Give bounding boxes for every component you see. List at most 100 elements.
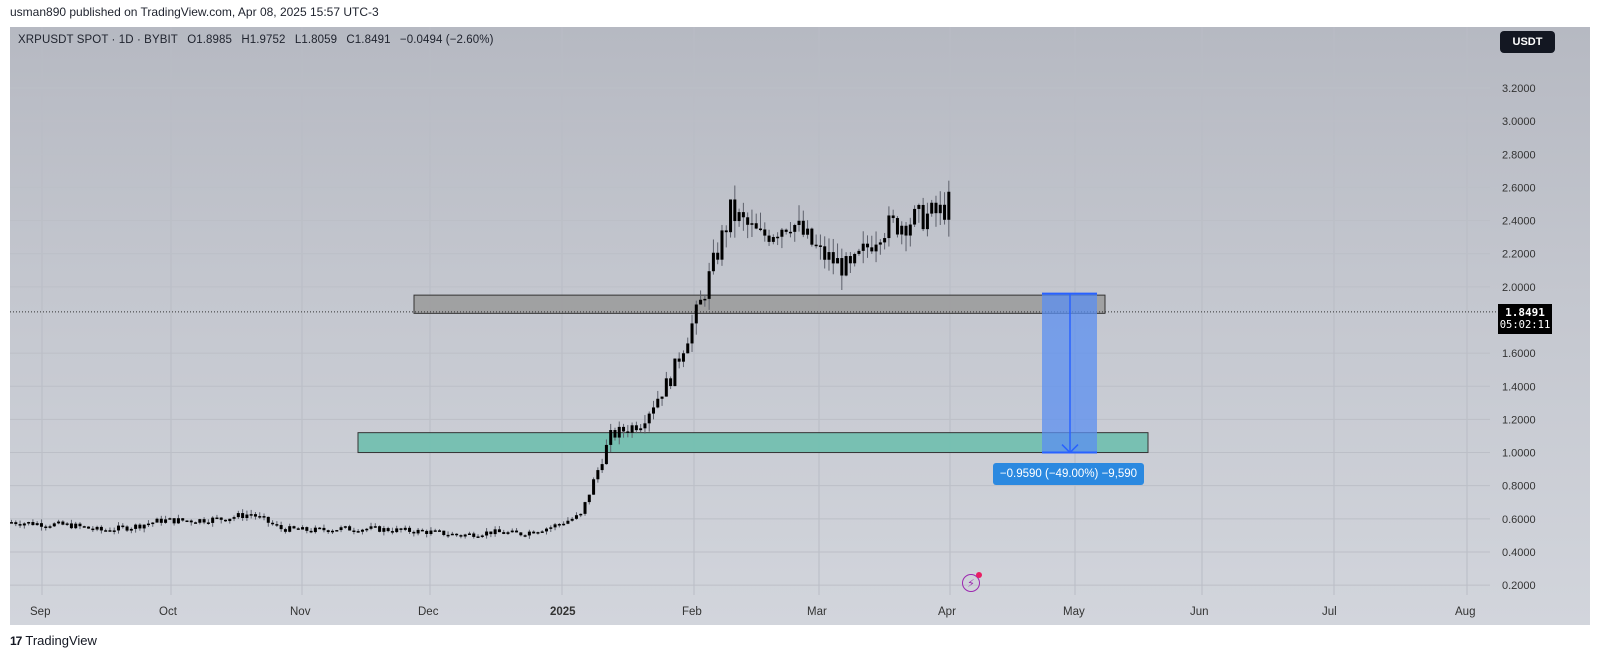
candle-body [519, 532, 523, 536]
candle-body [664, 378, 668, 397]
candle-body [104, 530, 108, 532]
y-axis-label: 2.8000 [1502, 149, 1536, 161]
candle-body [934, 202, 938, 214]
candle-body [921, 204, 925, 230]
x-axis-label: Feb [682, 606, 702, 618]
tv-logo-text: TradingView [25, 633, 97, 648]
candle-body [801, 220, 805, 235]
candle-body [112, 530, 116, 532]
tradingview-logo[interactable]: 17 TradingView [10, 633, 97, 648]
candle-body [429, 530, 433, 535]
candle-body [587, 494, 591, 503]
candle-body [52, 523, 56, 527]
candle-body [450, 533, 454, 536]
candle-body [904, 225, 908, 236]
candle-body [279, 525, 283, 530]
candle-body [857, 250, 861, 254]
candle-body [172, 518, 176, 524]
candle-body [549, 527, 553, 529]
symbol-name: XRPUSDT SPOT · 1D · BYBIT [18, 34, 178, 46]
candle-body [780, 229, 784, 237]
candle-body [836, 258, 840, 264]
candle-body [189, 520, 193, 523]
candle-body [309, 530, 313, 533]
y-axis-label: 0.6000 [1502, 514, 1536, 526]
candle-body [249, 514, 253, 516]
candle-body [129, 528, 133, 531]
candle-body [733, 199, 737, 222]
candle-body [159, 518, 163, 523]
candle-body [895, 218, 899, 235]
candle-body [690, 323, 694, 344]
candle-body [416, 529, 420, 534]
y-axis-label: 0.2000 [1502, 580, 1536, 592]
candle-body [840, 258, 844, 276]
y-axis-label: 0.4000 [1502, 547, 1536, 559]
x-axis-label: Apr [938, 606, 956, 618]
candle-body [527, 531, 531, 536]
candle-body [900, 225, 904, 235]
y-axis-label: 3.2000 [1502, 83, 1536, 95]
candle-body [493, 529, 497, 535]
candle-body [604, 444, 608, 465]
candle-body [887, 215, 891, 239]
candle-body [395, 528, 399, 533]
candle-body [515, 530, 519, 533]
candle-body [502, 532, 506, 534]
candle-body [390, 531, 394, 533]
candle-body [202, 519, 206, 523]
candle-body [510, 530, 514, 533]
candle-body [232, 517, 236, 519]
candle-body [438, 530, 441, 532]
candle-body [146, 523, 150, 526]
candle-body [241, 513, 245, 519]
candle-body [326, 530, 330, 533]
y-axis-label: 2.4000 [1502, 216, 1536, 228]
tv-logo-mark-icon: 17 [10, 633, 22, 648]
candle-body [476, 536, 480, 538]
candle-body [455, 533, 459, 536]
candle-body [716, 252, 720, 260]
candle-body [335, 530, 339, 532]
candle-body [275, 524, 279, 526]
candle-body [489, 531, 493, 535]
candle-body [853, 253, 857, 264]
candle-body [22, 523, 26, 526]
candle-body [446, 534, 450, 537]
candle-body [652, 407, 655, 414]
candle-body [793, 225, 797, 232]
candle-body [373, 526, 377, 528]
candle-body [215, 517, 219, 520]
x-axis-label: Aug [1455, 606, 1475, 618]
candle-body [883, 238, 887, 243]
candle-body [245, 514, 249, 519]
resistance-zone [413, 294, 1106, 314]
ohlc-change: −0.0494 (−2.60%) [399, 34, 494, 46]
candle-body [870, 247, 874, 252]
candle-body [677, 358, 681, 362]
y-axis-label: 1.2000 [1502, 414, 1536, 426]
candle-body [532, 531, 536, 534]
x-axis-label: Oct [159, 606, 178, 618]
x-axis-label: Sep [30, 606, 50, 618]
candle-body [403, 527, 407, 530]
candle-body [866, 243, 869, 248]
candle-body [74, 523, 78, 529]
flash-event-icon[interactable]: ⚡ [962, 572, 982, 592]
candle-body [600, 464, 604, 471]
candle-body [467, 533, 471, 535]
candle-body [639, 428, 643, 431]
currency-button[interactable]: USDT [1500, 31, 1555, 53]
x-axis-label: Jul [1322, 606, 1337, 618]
candle-body [750, 223, 754, 225]
candle-body [776, 236, 780, 239]
chart-panel[interactable] [10, 27, 1590, 625]
candle-body [720, 230, 724, 260]
candle-body [442, 530, 446, 536]
candle-body [861, 243, 865, 251]
candle-body [378, 526, 382, 532]
measure-label: −0.9590 (−49.00%) −9,590 [993, 463, 1144, 485]
candle-body [318, 527, 322, 530]
candle-body [360, 529, 364, 532]
